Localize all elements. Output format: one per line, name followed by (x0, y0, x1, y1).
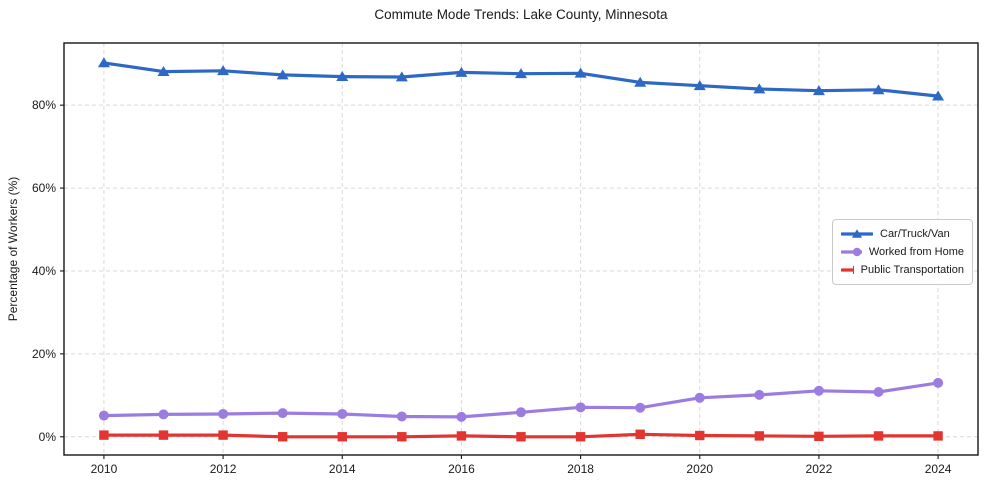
y-tick-label: 40% (32, 264, 56, 278)
chart-title: Commute Mode Trends: Lake County, Minnes… (374, 7, 668, 22)
y-tick-label: 80% (32, 98, 56, 112)
triangle-marker-icon (634, 76, 647, 87)
x-tick-label: 2010 (91, 462, 118, 476)
triangle-marker-icon (515, 68, 527, 79)
circle-marker-icon (754, 389, 765, 400)
circle-marker-icon (337, 408, 348, 419)
y-tick-label: 20% (32, 347, 56, 361)
x-tick-label: 2022 (806, 462, 833, 476)
legend-item: Car/Truck/Van (841, 226, 964, 242)
legend: Car/Truck/Van Worked from Home Public Tran… (832, 219, 973, 285)
circle-marker-icon (456, 411, 467, 422)
square-marker-icon (754, 431, 765, 441)
x-tick-label: 2012 (210, 462, 237, 476)
triangle-marker-icon (851, 229, 863, 238)
square-marker-icon (853, 266, 854, 274)
legend-sample-icon (841, 266, 854, 274)
legend-item: Worked from Home (841, 244, 964, 260)
square-marker-icon (99, 430, 109, 440)
x-tick-label: 2014 (329, 462, 356, 476)
triangle-marker-icon (574, 67, 587, 78)
square-marker-icon (695, 430, 705, 441)
triangle-marker-icon (395, 71, 408, 82)
circle-marker-icon (813, 385, 824, 396)
triangle-marker-icon (336, 70, 349, 81)
triangle-marker-icon (753, 83, 766, 94)
x-tick-label: 2024 (925, 462, 952, 476)
triangle-marker-icon (693, 80, 706, 91)
x-tick-label: 2016 (448, 462, 475, 476)
circle-marker-icon (694, 392, 705, 403)
triangle-marker-icon (97, 57, 110, 68)
square-marker-icon (873, 431, 884, 441)
triangle-marker-icon (217, 65, 230, 76)
triangle-marker-icon (157, 65, 170, 76)
triangle-marker-icon (455, 66, 468, 77)
x-tick-label: 2020 (686, 462, 713, 476)
circle-marker-icon (218, 408, 229, 419)
square-marker-icon (456, 431, 467, 441)
legend-sample-icon (841, 229, 873, 238)
legend-label: Car/Truck/Van (880, 228, 950, 240)
legend-sample-icon (841, 247, 862, 257)
square-marker-icon (337, 432, 347, 442)
circle-marker-icon (396, 411, 407, 422)
circle-marker-icon (158, 409, 169, 420)
circle-marker-icon (98, 410, 109, 421)
circle-marker-icon (575, 402, 586, 413)
square-marker-icon (397, 432, 407, 442)
triangle-marker-icon (932, 90, 945, 101)
triangle-marker-icon (872, 84, 885, 95)
legend-label: Worked from Home (868, 246, 964, 258)
y-tick-label: 0% (39, 430, 57, 444)
square-marker-icon (277, 432, 288, 442)
square-marker-icon (635, 429, 645, 439)
circle-marker-icon (852, 247, 862, 257)
legend-label: Public Transportation (860, 264, 964, 276)
square-marker-icon (158, 430, 169, 440)
square-marker-icon (516, 432, 526, 442)
circle-marker-icon (277, 408, 288, 419)
legend-item: Public Transportation (841, 262, 964, 278)
square-marker-icon (575, 432, 586, 442)
circle-marker-icon (873, 386, 884, 397)
triangle-marker-icon (812, 85, 825, 96)
y-tick-label: 60% (32, 181, 56, 195)
plot-border (63, 42, 979, 456)
x-tick-label: 2018 (567, 462, 594, 476)
circle-marker-icon (635, 402, 646, 413)
circle-marker-icon (933, 377, 944, 388)
series-line (102, 61, 940, 98)
triangle-marker-icon (276, 69, 289, 80)
square-marker-icon (933, 431, 943, 441)
square-marker-icon (218, 430, 228, 440)
circle-marker-icon (516, 407, 526, 418)
square-marker-icon (814, 431, 824, 442)
